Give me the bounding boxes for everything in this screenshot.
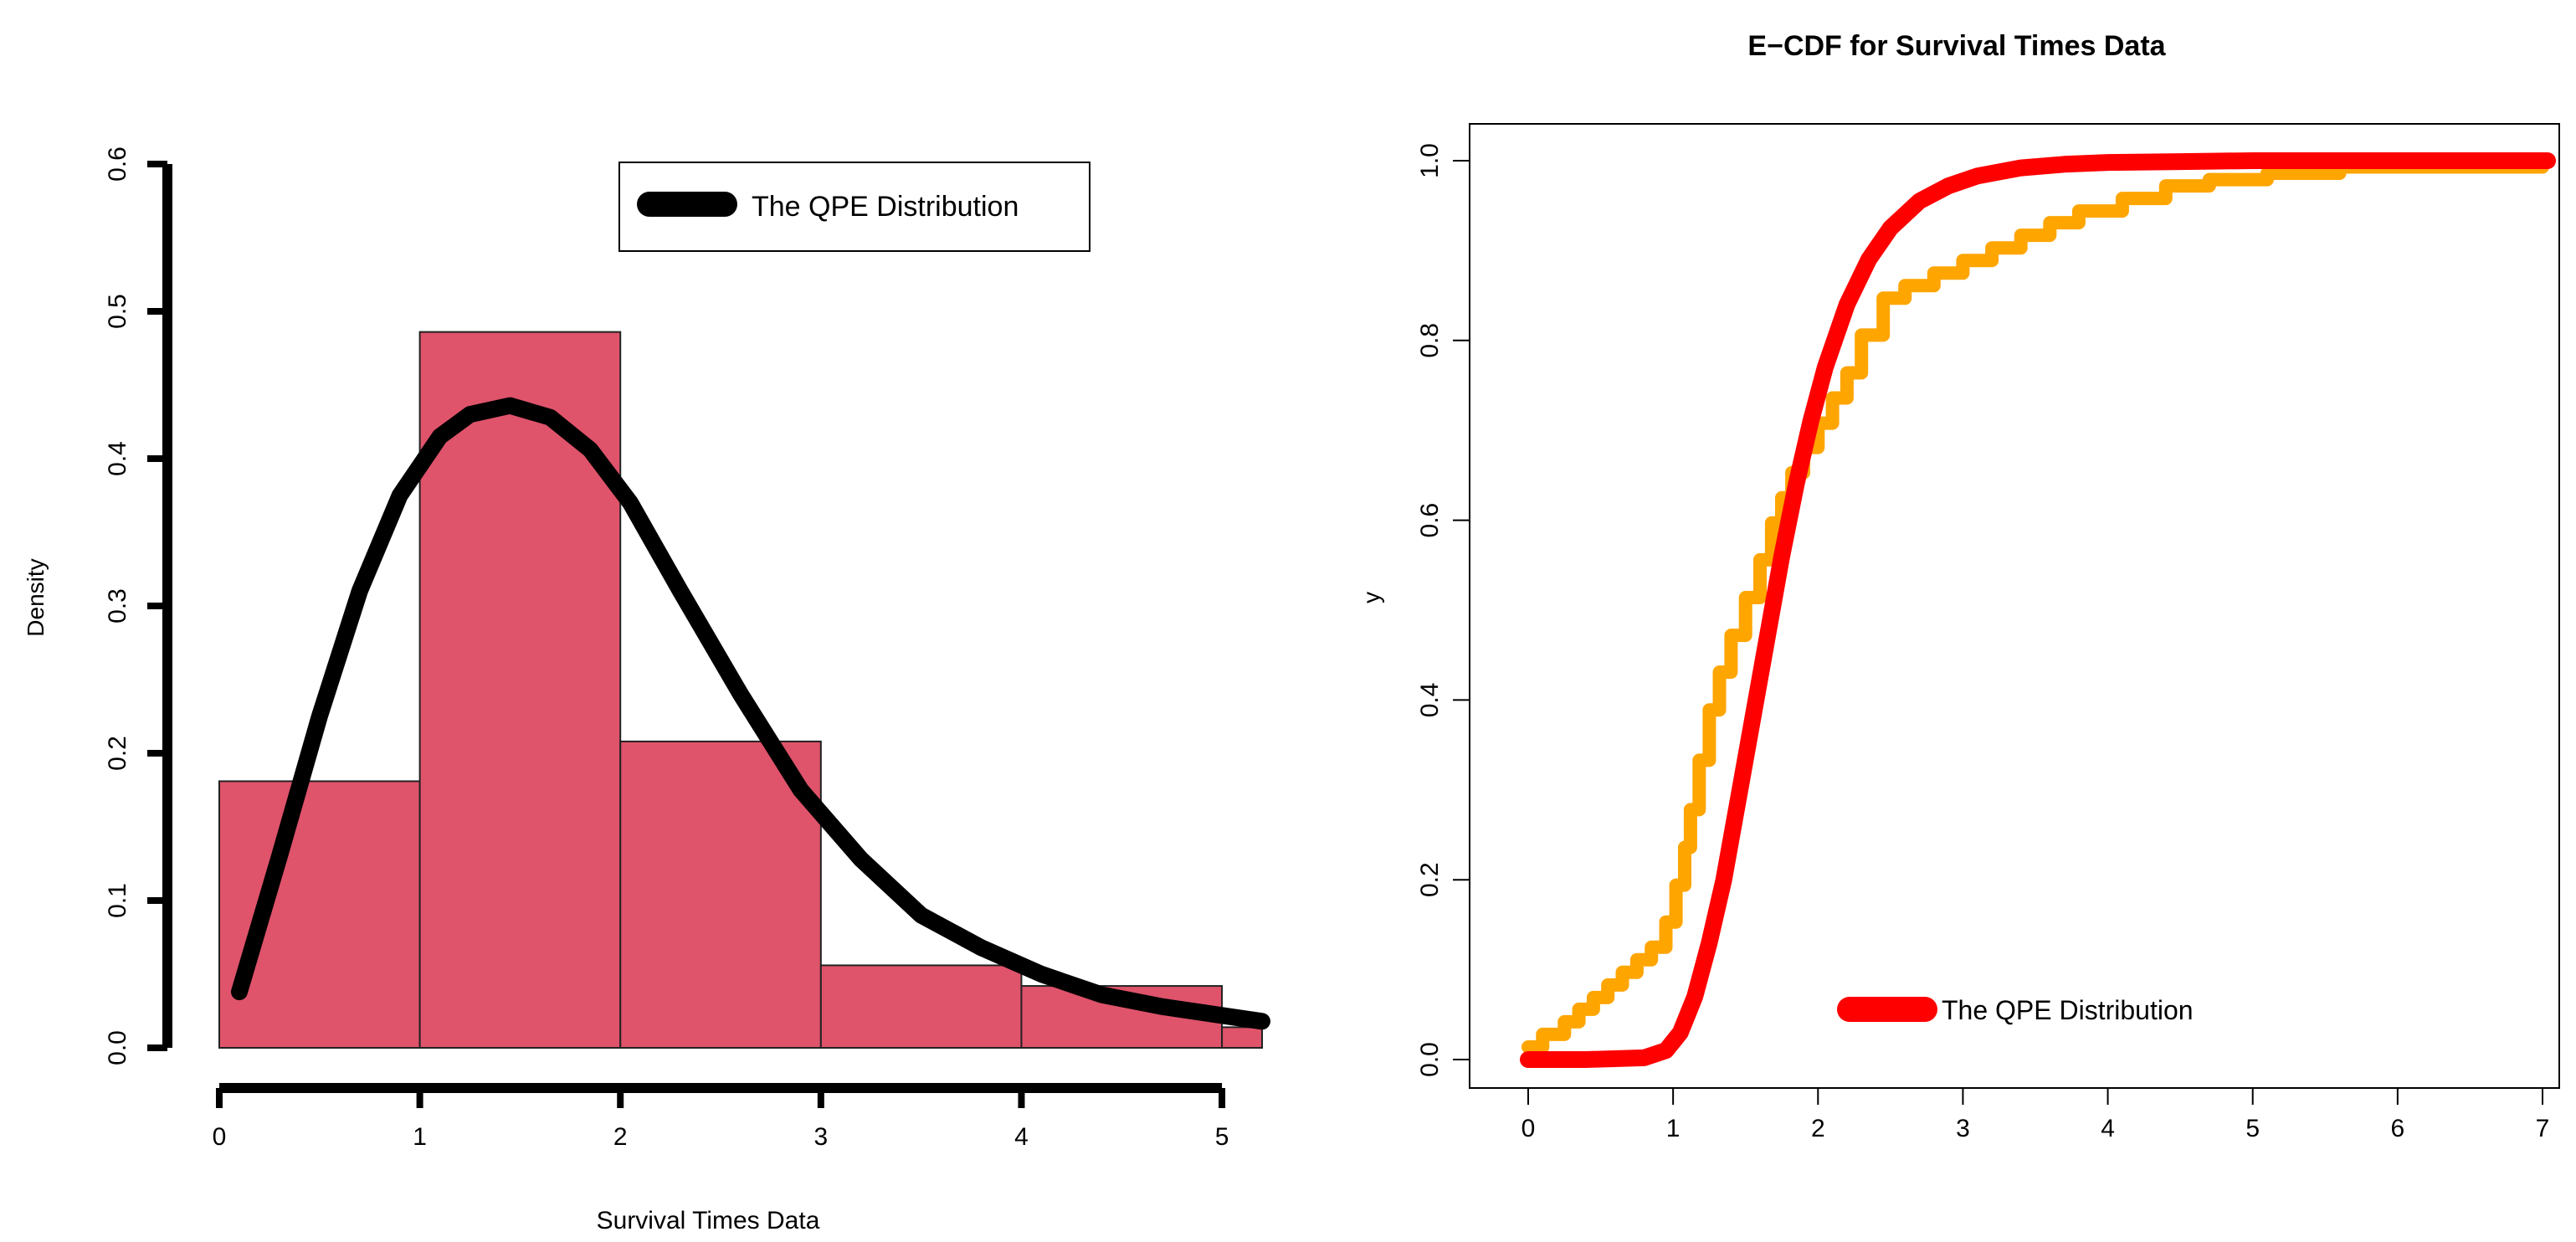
x-tick-label: 1 (1666, 1115, 1681, 1142)
histogram-panel: 0.0 0.1 0.2 0.3 0.4 0.5 0.6 0 1 2 3 4 5 Density Sur… (23, 146, 1270, 1234)
x-tick-label: 2 (1811, 1115, 1825, 1142)
histogram-bars (218, 331, 1263, 1049)
y-tick-label: 0.6 (104, 146, 131, 182)
y-tick-label: 0.0 (104, 1030, 131, 1065)
y-axis-label: y (1358, 592, 1384, 603)
x-tick-label: 0 (213, 1123, 227, 1151)
y-tick-label: 0.2 (1416, 862, 1444, 897)
chart-title: E−CDF for Survival Times Data (1747, 30, 2166, 62)
legend-label: The QPE Distribution (1942, 995, 2194, 1025)
x-tick-label: 7 (2536, 1115, 2550, 1142)
x-axis-label: Survival Times Data (597, 1207, 820, 1234)
y-tick-label: 0.1 (104, 883, 131, 918)
y-axis-ticks: 0.0 0.1 0.2 0.3 0.4 0.5 0.6 (104, 146, 167, 1065)
histogram-bar (218, 780, 421, 1049)
x-tick-label: 6 (2391, 1115, 2405, 1142)
y-tick-label: 0.4 (104, 441, 131, 476)
y-tick-label: 1.0 (1416, 143, 1444, 178)
y-tick-label: 0.5 (104, 294, 131, 329)
histogram-legend: The QPE Distribution (618, 162, 1090, 252)
y-axis-label: Density (23, 558, 49, 636)
y-tick-label: 0.4 (1416, 683, 1444, 718)
empirical-cdf-line (1521, 160, 2549, 1054)
y-tick-label: 0.2 (104, 736, 131, 771)
y-tick-label: 0.8 (1416, 323, 1444, 358)
x-tick-label: 5 (1215, 1123, 1229, 1151)
x-tick-label: 5 (2245, 1115, 2260, 1142)
histogram-bar (819, 964, 1023, 1049)
qpe-cdf-curve (1520, 152, 2556, 1068)
x-axis-ticks: 0 1 2 3 4 5 6 7 (1521, 1088, 2550, 1142)
x-tick-label: 3 (814, 1123, 829, 1151)
y-tick-label: 0.3 (104, 588, 131, 624)
y-tick-label: 0.0 (1416, 1042, 1444, 1077)
x-tick-label: 1 (413, 1123, 427, 1151)
histogram-bar (619, 740, 822, 1049)
ecdf-legend: The QPE Distribution (1837, 995, 2194, 1025)
x-tick-label: 2 (613, 1123, 628, 1151)
x-axis-ticks: 0 1 2 3 4 5 (213, 1088, 1229, 1151)
y-axis-ticks: 0.0 0.2 0.4 0.6 0.8 1.0 (1416, 143, 1470, 1077)
plot-frame (1469, 123, 2560, 1089)
x-tick-label: 0 (1521, 1115, 1536, 1142)
x-tick-label: 4 (1014, 1123, 1029, 1151)
x-tick-label: 3 (1956, 1115, 1970, 1142)
y-tick-label: 0.6 (1416, 503, 1444, 538)
histogram-bar (1221, 1026, 1263, 1049)
x-tick-label: 4 (2101, 1115, 2115, 1142)
qpe-density-curve (231, 397, 1270, 1030)
ecdf-panel: E−CDF for Survival Times Data 0.00.20.40… (1358, 30, 2560, 1142)
legend-label: The QPE Distribution (752, 191, 1019, 223)
